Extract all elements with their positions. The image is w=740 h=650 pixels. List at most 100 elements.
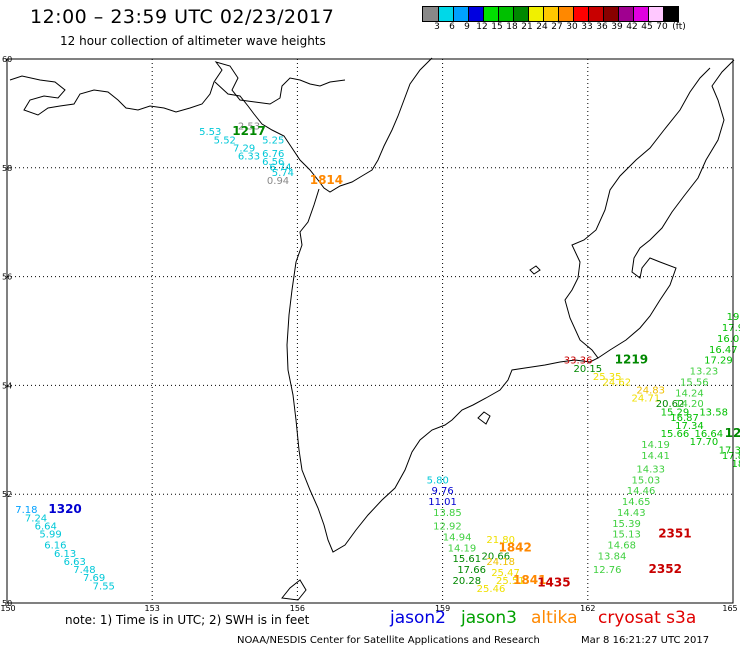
scale-swatch bbox=[438, 7, 453, 21]
swh-reading: 6.13 bbox=[54, 549, 76, 560]
pass-time-label: 1320 bbox=[48, 502, 81, 516]
scale-swatch bbox=[543, 7, 558, 21]
scale-swatch bbox=[573, 7, 588, 21]
scale-swatch bbox=[603, 7, 618, 21]
scale-label: 33 bbox=[581, 22, 593, 32]
page-subtitle: 12 hour collection of altimeter wave hei… bbox=[60, 34, 326, 48]
lon-label: 153 bbox=[145, 604, 160, 613]
scale-label: 45 bbox=[641, 22, 653, 32]
swh-reading: 7.24 bbox=[25, 513, 47, 524]
coastline bbox=[9, 57, 735, 601]
swh-reading: 18 bbox=[731, 459, 740, 470]
scale-swatch bbox=[483, 7, 498, 21]
scale-label: 70 bbox=[656, 22, 668, 32]
swh-reading: 14.43 bbox=[617, 508, 646, 519]
swh-reading: 11.01 bbox=[428, 497, 457, 508]
lon-label: 156 bbox=[290, 604, 305, 613]
scale-swatch bbox=[423, 7, 438, 21]
swh-reading: 17.39 bbox=[719, 445, 740, 456]
map-grid bbox=[7, 59, 733, 603]
scale-unit: (ft) bbox=[672, 22, 686, 32]
scale-swatch bbox=[513, 7, 528, 21]
scale-label: 3 bbox=[434, 22, 440, 32]
swh-reading: 15.61 bbox=[452, 554, 481, 565]
swh-reading: 6.64 bbox=[35, 522, 57, 533]
scale-swatch bbox=[453, 7, 468, 21]
swh-reading: 6.74 bbox=[269, 163, 291, 174]
lon-label: 162 bbox=[580, 604, 595, 613]
swh-reading: 14.19 bbox=[448, 543, 477, 554]
swh-reading: 5.25 bbox=[262, 135, 284, 146]
pass-time-label: 2351 bbox=[658, 527, 691, 541]
scale-label: 9 bbox=[464, 22, 470, 32]
swh-reading: 15.39 bbox=[612, 519, 641, 530]
swh-reading: 14.65 bbox=[622, 497, 651, 508]
swh-reading: 7.48 bbox=[73, 565, 95, 576]
swh-reading: 15.29 bbox=[661, 407, 690, 418]
swh-reading: 6.16 bbox=[44, 541, 66, 552]
swh-reading: 2.53 bbox=[238, 122, 260, 133]
swh-reading: 14.68 bbox=[607, 541, 636, 552]
scale-swatch bbox=[648, 7, 663, 21]
swh-reading: 13.58 bbox=[699, 407, 728, 418]
kamchatka-east-coast bbox=[597, 59, 735, 359]
swh-reading: 20.62 bbox=[656, 399, 685, 410]
swh-reading: 14.46 bbox=[627, 486, 656, 497]
kamchatka-coastline bbox=[286, 67, 711, 553]
scale-label: 36 bbox=[596, 22, 608, 32]
footnote: note: 1) Time is in UTC; 2) SWH is in fe… bbox=[65, 613, 310, 627]
swh-reading: 25.35 bbox=[593, 372, 622, 383]
legend-altika: altika bbox=[531, 608, 578, 628]
swh-reading: 12.92 bbox=[433, 522, 462, 533]
swh-reading: 14.94 bbox=[443, 532, 472, 543]
scale-label: 24 bbox=[536, 22, 548, 32]
swh-reading: 25.46 bbox=[477, 584, 506, 595]
swh-reading: 14.41 bbox=[641, 451, 670, 462]
swh-reading: 14.19 bbox=[641, 440, 670, 451]
swh-reading: 17.70 bbox=[690, 437, 719, 448]
swh-reading: 5.53 bbox=[199, 127, 221, 138]
island-east-1 bbox=[529, 265, 541, 275]
legend-jason2: jason2 bbox=[390, 608, 446, 628]
swh-reading: 13.84 bbox=[598, 551, 627, 562]
swh-reading: 6.76 bbox=[262, 149, 284, 160]
scale-label: 21 bbox=[521, 22, 533, 32]
swh-reading: 15.66 bbox=[661, 429, 690, 440]
lon-label: 165 bbox=[722, 604, 737, 613]
swh-reading: 7.18 bbox=[15, 505, 37, 516]
swh-reading: 17.29 bbox=[704, 356, 733, 367]
swh-reading: 6.56 bbox=[262, 157, 284, 168]
scale-label: 39 bbox=[611, 22, 623, 32]
pass-time-label: 2352 bbox=[649, 562, 682, 576]
scale-label: 6 bbox=[449, 22, 455, 32]
swh-reading: 25.51 bbox=[496, 576, 525, 587]
swh-reading: 17.8 bbox=[722, 451, 740, 462]
swh-reading: 6.63 bbox=[64, 557, 86, 568]
swh-reading: 33.36 bbox=[564, 356, 593, 367]
swh-reading: 17.66 bbox=[457, 565, 486, 576]
swh-reading: 5.52 bbox=[214, 135, 236, 146]
swh-reading: 13.85 bbox=[433, 508, 462, 519]
swh-reading: 6.33 bbox=[238, 152, 260, 163]
page-title: 12:00 – 23:59 UTC 02/23/2017 bbox=[30, 6, 335, 28]
pass-time-label: 1219 bbox=[615, 353, 648, 367]
scale-label: 18 bbox=[506, 22, 518, 32]
swh-reading: 9.76 bbox=[431, 486, 453, 497]
lon-label: 150 bbox=[0, 604, 15, 613]
pass-time-label: 1842 bbox=[498, 540, 531, 554]
lon-label: 159 bbox=[435, 604, 450, 613]
scale-swatch bbox=[663, 7, 678, 21]
island-east-2 bbox=[477, 411, 491, 425]
swh-reading: 17.9 bbox=[722, 323, 740, 334]
swh-reading: 14.20 bbox=[675, 399, 704, 410]
swh-reading: 24.71 bbox=[632, 394, 661, 405]
pass-time-label: 1435 bbox=[537, 576, 570, 590]
scale-swatch bbox=[468, 7, 483, 21]
swh-reading: 0.94 bbox=[267, 176, 289, 187]
credit-line: NOAA/NESDIS Center for Satellite Applica… bbox=[237, 635, 540, 646]
swh-reading: 7.69 bbox=[83, 573, 105, 584]
scale-swatch bbox=[558, 7, 573, 21]
swh-reading: 20.15 bbox=[573, 364, 602, 375]
